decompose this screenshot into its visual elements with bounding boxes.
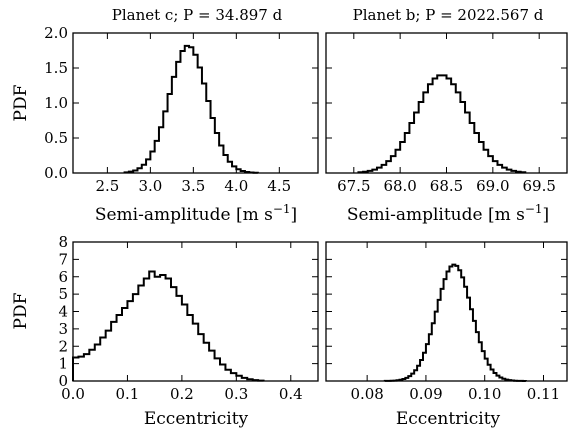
x-tick-label: 3.5 (181, 177, 205, 195)
x-axis-label: Semi-amplitude [m s−1] (347, 202, 549, 225)
x-tick-label: 69.0 (476, 177, 509, 195)
y-tick-label: 0 (58, 372, 68, 390)
y-tick-label: 5 (58, 285, 68, 303)
histogram-step-line (72, 270, 265, 382)
x-tick-label: 4.0 (224, 177, 248, 195)
y-tick-label: 8 (58, 233, 68, 251)
y-tick-label: 7 (58, 250, 68, 268)
panel-planet-c-semi-amplitude: Planet c; P = 34.897 d 2.5 3.0 3.5 4.0 4.5 0.… (11, 6, 319, 225)
axes-frame (72, 32, 319, 174)
y-tick-label: 1.5 (44, 59, 68, 77)
y-tick-label: 0.0 (44, 164, 68, 182)
x-tick-label: 2.5 (95, 177, 119, 195)
x-tick-label: 0.2 (170, 385, 194, 403)
x-tick-label: 67.5 (337, 177, 370, 195)
x-tick-label: 4.5 (267, 177, 291, 195)
y-axis-label: PDF (11, 292, 31, 329)
axes-frame (325, 32, 568, 174)
panel-title: Planet c; P = 34.897 d (112, 6, 283, 24)
x-tick-label: 0.10 (468, 385, 501, 403)
x-tick-label: 3.0 (138, 177, 162, 195)
y-tick-label: 0.5 (44, 129, 68, 147)
x-axis-label: Eccentricity (144, 409, 249, 429)
ticks: 2.5 3.0 3.5 4.0 4.5 0.0 0.5 1.0 1.5 2.0 (44, 24, 318, 195)
ticks: 0.08 0.09 0.10 0.11 (326, 241, 567, 403)
x-axis-label: Semi-amplitude [m s−1] (95, 202, 297, 225)
histogram-step-line (357, 74, 527, 174)
x-tick-label: 0.09 (409, 385, 442, 403)
x-tick-label: 0.4 (279, 385, 303, 403)
y-tick-label: 3 (58, 320, 68, 338)
x-tick-label: 0.08 (350, 385, 383, 403)
panel-planet-b-eccentricity: 0.08 0.09 0.10 0.11 Eccentricity (325, 241, 568, 429)
y-tick-label: 1 (58, 355, 68, 373)
x-tick-label: 69.5 (522, 177, 555, 195)
x-tick-label: 0.1 (116, 385, 140, 403)
ticks: 67.5 68.0 68.5 69.0 69.5 (326, 32, 567, 195)
x-tick-label: 68.0 (383, 177, 416, 195)
histogram-step-line (123, 44, 259, 174)
x-axis-label: Eccentricity (396, 409, 501, 429)
axes-frame (325, 241, 568, 382)
x-tick-label: 0.11 (527, 385, 560, 403)
axes-frame (72, 241, 319, 382)
y-tick-label: 2.0 (44, 24, 68, 42)
y-tick-label: 2 (58, 337, 68, 355)
y-tick-label: 1.0 (44, 94, 68, 112)
y-tick-label: 4 (58, 303, 68, 321)
x-tick-label: 68.5 (430, 177, 463, 195)
panel-title: Planet b; P = 2022.567 d (353, 6, 544, 24)
y-axis-label: PDF (11, 84, 31, 121)
histogram-step-line (383, 263, 527, 382)
x-tick-label: 0.0 (61, 385, 85, 403)
x-tick-label: 0.3 (224, 385, 248, 403)
panel-planet-b-semi-amplitude: Planet b; P = 2022.567 d 67.5 68.0 68.5 69.… (325, 6, 568, 225)
y-tick-label: 6 (58, 268, 68, 286)
